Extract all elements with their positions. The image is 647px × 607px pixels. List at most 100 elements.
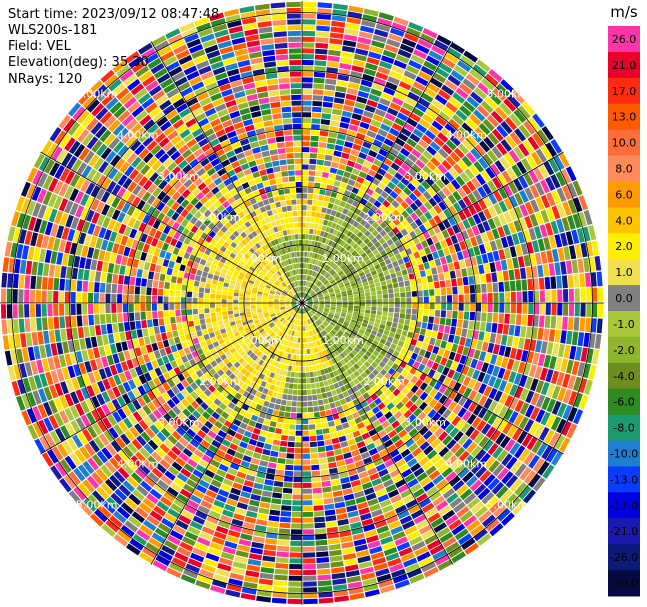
range-gate-cell [100, 324, 107, 335]
range-gate-cell [149, 510, 163, 522]
range-gate-cell [416, 340, 423, 348]
range-gate-cell [450, 42, 465, 54]
range-gate-cell [433, 381, 443, 391]
range-gate-cell [159, 348, 167, 357]
range-gate-cell [397, 374, 405, 383]
range-gate-cell [379, 361, 386, 368]
range-gate-cell [400, 489, 412, 499]
range-gate-cell [418, 169, 429, 180]
range-gate-cell [528, 169, 539, 184]
range-gate-cell [328, 131, 338, 139]
range-gate-cell [511, 233, 520, 245]
range-gate-cell [577, 258, 584, 273]
range-gate-cell [371, 433, 380, 442]
range-gate-cell [444, 79, 458, 91]
range-gate-cell [228, 493, 240, 501]
range-gate-cell [161, 545, 176, 556]
range-gate-cell [426, 359, 434, 368]
range-gate-cell [327, 178, 335, 186]
range-gate-cell [213, 398, 222, 407]
range-gate-cell [316, 320, 321, 325]
range-gate-cell [351, 349, 358, 356]
range-gate-cell [518, 485, 532, 500]
range-gate-cell [572, 213, 582, 229]
range-gate-cell [410, 320, 416, 327]
range-gate-cell [41, 276, 48, 290]
range-gate-cell [319, 300, 325, 302]
range-gate-cell [450, 69, 465, 82]
range-gate-cell [310, 217, 316, 223]
range-gate-cell [320, 338, 325, 344]
range-gate-cell [493, 203, 503, 215]
range-gate-cell [342, 333, 349, 339]
range-gate-cell [380, 473, 392, 483]
range-gate-cell [435, 179, 446, 190]
range-gate-cell [337, 218, 344, 226]
range-gate-cell [226, 498, 238, 507]
range-gate-cell [340, 535, 353, 543]
range-gate-cell [477, 82, 491, 96]
range-gate-cell [164, 513, 178, 524]
range-gate-cell [311, 211, 316, 217]
range-gate-cell [233, 376, 240, 384]
range-gate-cell [294, 319, 297, 325]
range-gate-cell [499, 392, 509, 405]
range-gate-cell [396, 541, 411, 552]
range-gate-cell [241, 435, 250, 444]
range-gate-cell [511, 164, 522, 178]
range-gate-cell [263, 549, 276, 557]
range-gate-cell [434, 427, 444, 438]
range-gate-cell [288, 569, 302, 576]
range-gate-cell [251, 488, 263, 496]
range-gate-cell [143, 336, 151, 345]
range-gate-cell [543, 328, 550, 341]
range-gate-cell [327, 55, 340, 62]
range-gate-cell [340, 286, 346, 291]
range-gate-cell [322, 171, 329, 178]
range-gate-cell [296, 331, 299, 337]
range-gate-cell [379, 499, 392, 508]
range-gate-cell [462, 139, 474, 151]
range-gate-cell [331, 241, 337, 248]
range-gate-cell [353, 538, 367, 547]
range-gate-cell [596, 271, 603, 287]
range-gate-cell [343, 452, 352, 460]
range-gate-cell [307, 395, 313, 401]
range-gate-cell [242, 485, 253, 493]
range-gate-cell [501, 512, 515, 526]
range-gate-cell [165, 424, 175, 434]
range-gate-cell [240, 491, 251, 499]
range-gate-cell [308, 258, 312, 264]
range-gate-cell [229, 373, 236, 380]
range-gate-cell [267, 521, 279, 528]
range-gate-cell [210, 425, 220, 434]
range-gate-cell [376, 525, 390, 534]
range-gate-cell [170, 276, 177, 283]
range-gate-cell [463, 311, 470, 320]
range-gate-cell [417, 184, 426, 194]
range-gate-cell [303, 598, 318, 605]
range-gate-cell [179, 488, 192, 499]
range-gate-cell [134, 286, 141, 295]
range-gate-cell [359, 329, 365, 334]
range-gate-cell [24, 304, 30, 318]
range-gate-cell [354, 435, 364, 443]
range-gate-cell [359, 306, 365, 310]
range-gate-cell [320, 285, 325, 290]
range-gate-cell [340, 315, 346, 320]
range-gate-cell [12, 304, 18, 319]
range-gate-cell [275, 329, 281, 334]
range-gate-cell [307, 304, 313, 307]
range-gate-cell [335, 292, 341, 296]
range-gate-cell [489, 500, 503, 513]
range-gate-cell [100, 482, 114, 496]
range-gate-cell [434, 554, 450, 566]
range-gate-cell [324, 264, 329, 270]
range-gate-cell [121, 255, 128, 266]
range-gate-cell [441, 84, 455, 96]
range-gate-cell [351, 340, 358, 347]
range-gate-cell [373, 458, 384, 467]
range-gate-cell [397, 181, 406, 191]
range-gate-cell [525, 266, 533, 279]
range-gate-cell [373, 438, 383, 447]
